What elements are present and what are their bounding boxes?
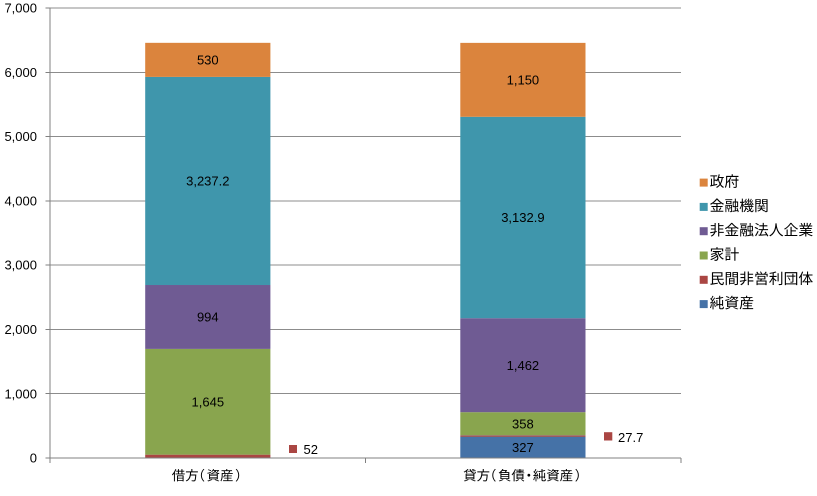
- svg-text:4,000: 4,000: [4, 193, 37, 208]
- svg-text:358: 358: [512, 416, 534, 431]
- svg-text:1,150: 1,150: [507, 72, 540, 87]
- svg-text:27.7: 27.7: [618, 430, 643, 445]
- svg-text:3,000: 3,000: [4, 258, 37, 273]
- svg-text:3,132.9: 3,132.9: [501, 210, 544, 225]
- svg-text:994: 994: [197, 310, 219, 325]
- svg-text:327: 327: [512, 440, 534, 455]
- svg-text:1,462: 1,462: [507, 358, 540, 373]
- svg-text:7,000: 7,000: [4, 1, 37, 16]
- svg-text:0: 0: [30, 451, 37, 466]
- svg-text:1,645: 1,645: [192, 394, 225, 409]
- svg-text:3,237.2: 3,237.2: [186, 174, 229, 189]
- svg-text:52: 52: [304, 442, 318, 457]
- svg-text:530: 530: [197, 52, 219, 67]
- svg-text:1,000: 1,000: [4, 386, 37, 401]
- svg-text:2,000: 2,000: [4, 322, 37, 337]
- svg-text:5,000: 5,000: [4, 129, 37, 144]
- svg-text:6,000: 6,000: [4, 65, 37, 80]
